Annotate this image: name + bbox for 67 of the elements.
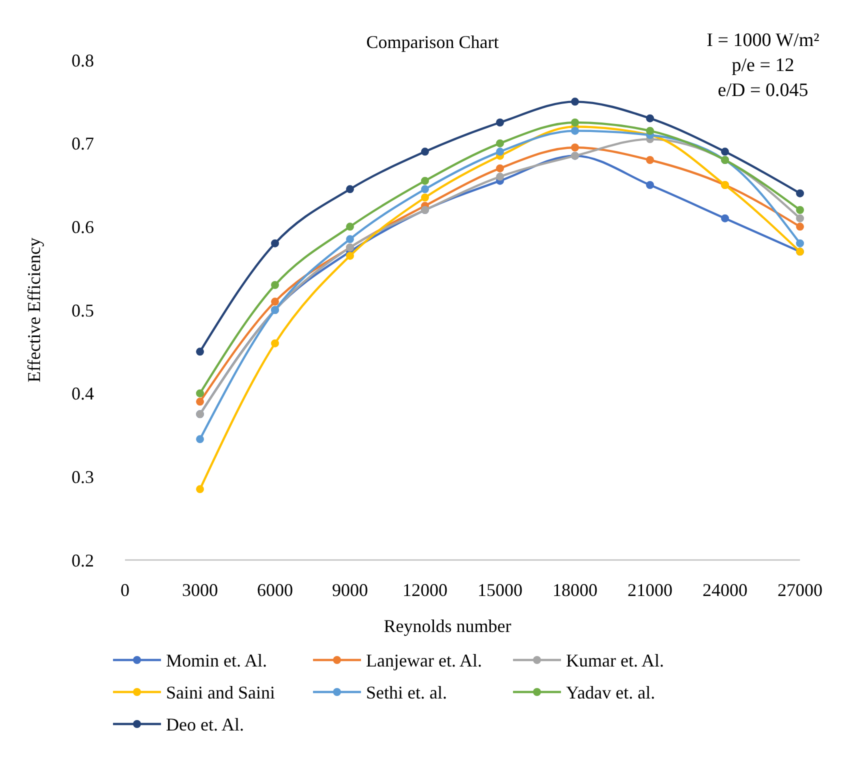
point: [571, 118, 579, 126]
x-tick-label: 18000: [552, 580, 598, 600]
point: [646, 114, 654, 122]
point: [646, 181, 654, 189]
annotation: p/e = 12: [732, 55, 794, 76]
annotation: e/D = 0.045: [718, 80, 808, 101]
legend-label: Saini and Saini: [166, 682, 275, 702]
legend-label: Kumar et. Al.: [566, 650, 664, 670]
x-tick-label: 27000: [778, 580, 822, 600]
point: [271, 239, 279, 248]
y-tick-label: 0.4: [72, 384, 94, 404]
point: [421, 176, 429, 185]
legend-label: Deo et. Al.: [166, 714, 244, 734]
point: [571, 126, 579, 135]
y-tick-label: 0.8: [72, 50, 94, 70]
point: [796, 206, 804, 214]
y-tick-label: 0.6: [72, 216, 94, 237]
point: [496, 164, 504, 172]
point: [646, 156, 654, 164]
point: [271, 281, 279, 289]
point: [496, 148, 504, 156]
y-tick-label: 0.3: [72, 466, 94, 487]
x-tick-label: 6000: [257, 580, 293, 600]
y-tick-label: 0.7: [72, 134, 94, 154]
point: [496, 139, 504, 148]
point: [796, 214, 804, 222]
point: [571, 98, 579, 106]
point: [196, 398, 204, 406]
point: [646, 126, 654, 135]
x-axis-title: Reynolds number: [384, 616, 512, 636]
legend-label: Momin et. Al.: [166, 650, 268, 670]
legend-label: Yadav et. al.: [566, 682, 656, 702]
point: [196, 435, 204, 444]
y-tick-label: 0.2: [72, 550, 94, 570]
point: [196, 389, 204, 398]
x-tick-label: 15000: [478, 580, 522, 600]
x-tick-label: 21000: [628, 580, 672, 600]
point: [346, 185, 354, 194]
point: [421, 148, 429, 156]
point: [271, 339, 279, 348]
x-tick-label: 9000: [332, 580, 368, 600]
point: [346, 222, 354, 231]
point: [421, 194, 429, 202]
x-tick-label: 3000: [182, 580, 218, 600]
point: [496, 172, 504, 181]
point: [796, 222, 804, 231]
point: [721, 148, 729, 156]
x-tick-label: 24000: [702, 580, 748, 600]
point: [796, 239, 804, 248]
point: [421, 185, 429, 194]
point: [271, 298, 279, 306]
point: [571, 144, 579, 152]
legend-label: Sethi et. al.: [366, 682, 447, 702]
point: [346, 235, 354, 244]
point: [196, 485, 204, 494]
text: I = 1000 W/m²: [706, 30, 820, 51]
y-tick-label: 0.5: [72, 300, 94, 320]
point: [496, 118, 504, 126]
point: [196, 348, 204, 356]
legend-label: Lanjewar et. Al.: [366, 650, 482, 670]
point: [796, 189, 804, 198]
x-tick-label: 0: [120, 580, 130, 600]
point: [346, 252, 354, 260]
point: [721, 214, 729, 222]
y-axis-title: Effective Efficiency: [24, 238, 44, 382]
chart-title: Comparison Chart: [366, 32, 499, 52]
x-tick-label: 12000: [402, 580, 448, 600]
